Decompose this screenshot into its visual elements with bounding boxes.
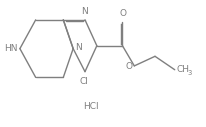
Text: N: N [82,7,88,16]
Text: CH: CH [176,65,189,74]
Text: HN: HN [4,44,18,53]
Text: O: O [125,62,132,71]
Text: 3: 3 [188,70,192,76]
Text: Cl: Cl [80,77,88,86]
Text: HCl: HCl [83,102,99,111]
Text: O: O [120,9,127,18]
Text: N: N [75,43,82,52]
